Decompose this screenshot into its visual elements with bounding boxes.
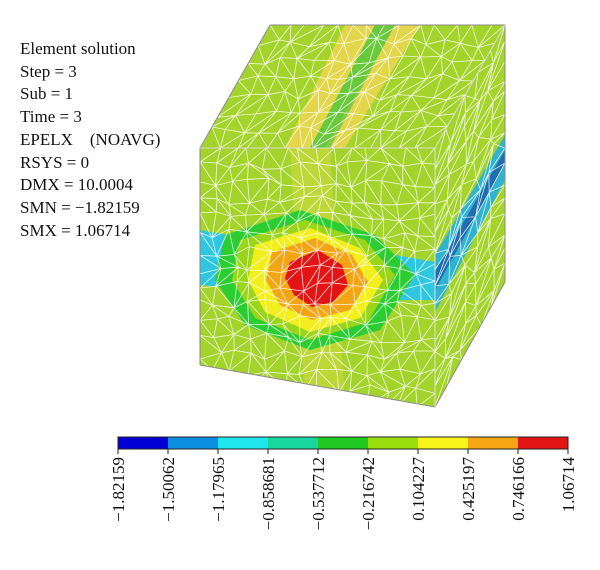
legend-tick-label: −0.858681 xyxy=(259,457,278,530)
legend-ticks: −1.82159 −1.50062 −1.17965 −0.858681 −0.5377… xyxy=(109,449,578,530)
legend-swatch xyxy=(168,437,219,449)
legend-border xyxy=(117,436,569,450)
info-time: Time = 3 xyxy=(20,107,82,127)
legend-swatch xyxy=(518,437,569,449)
legend-swatches xyxy=(118,437,569,449)
info-smn: SMN = −1.82159 xyxy=(20,197,140,217)
legend-swatch xyxy=(468,437,519,449)
top-face-mesh xyxy=(200,25,505,148)
legend-swatch xyxy=(118,437,169,449)
cube-front-face xyxy=(200,148,435,407)
info-rsys: RSYS = 0 xyxy=(20,152,90,172)
cube-side-face xyxy=(435,25,505,407)
legend-swatch xyxy=(368,437,419,449)
info-step: Step = 3 xyxy=(20,61,77,81)
top-green-streak xyxy=(310,25,395,148)
mesh-lines xyxy=(200,25,505,148)
info-sub: Sub = 1 xyxy=(20,84,74,104)
legend-tick-label: −1.82159 xyxy=(109,457,128,522)
legend-swatch xyxy=(218,437,269,449)
legend-tick-label: −0.216742 xyxy=(359,457,378,530)
info-title: Element solution xyxy=(20,39,136,58)
legend-tick-label: 1.06714 xyxy=(559,457,578,513)
legend-tick-label: 0.746166 xyxy=(509,457,528,521)
legend-tick-label: −0.537712 xyxy=(309,457,328,530)
legend-tick-label: 0.104227 xyxy=(409,457,428,521)
legend-tick-label: −1.17965 xyxy=(209,457,228,522)
info-smx: SMX = 1.06714 xyxy=(20,220,131,240)
info-component: EPELX (NOAVG) xyxy=(20,129,161,149)
stress-core-red xyxy=(285,250,348,307)
top-yellow-band xyxy=(285,25,375,148)
side-dark-band xyxy=(435,150,505,290)
legend-tick-label: −1.50062 xyxy=(159,457,178,522)
cube-top-face xyxy=(200,25,505,148)
info-dmx: DMX = 10.0004 xyxy=(20,175,134,195)
legend-tick-label: 0.425197 xyxy=(459,457,478,521)
solution-info-panel: Element solution Step = 3 Sub = 1 Time =… xyxy=(20,38,160,242)
legend-swatch xyxy=(418,437,469,449)
legend-swatch xyxy=(318,437,369,449)
legend-swatch xyxy=(268,437,319,449)
